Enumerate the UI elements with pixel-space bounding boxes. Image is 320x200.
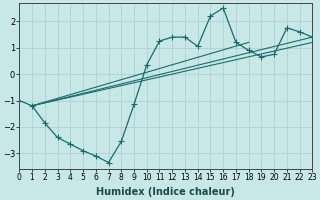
- X-axis label: Humidex (Indice chaleur): Humidex (Indice chaleur): [96, 187, 235, 197]
